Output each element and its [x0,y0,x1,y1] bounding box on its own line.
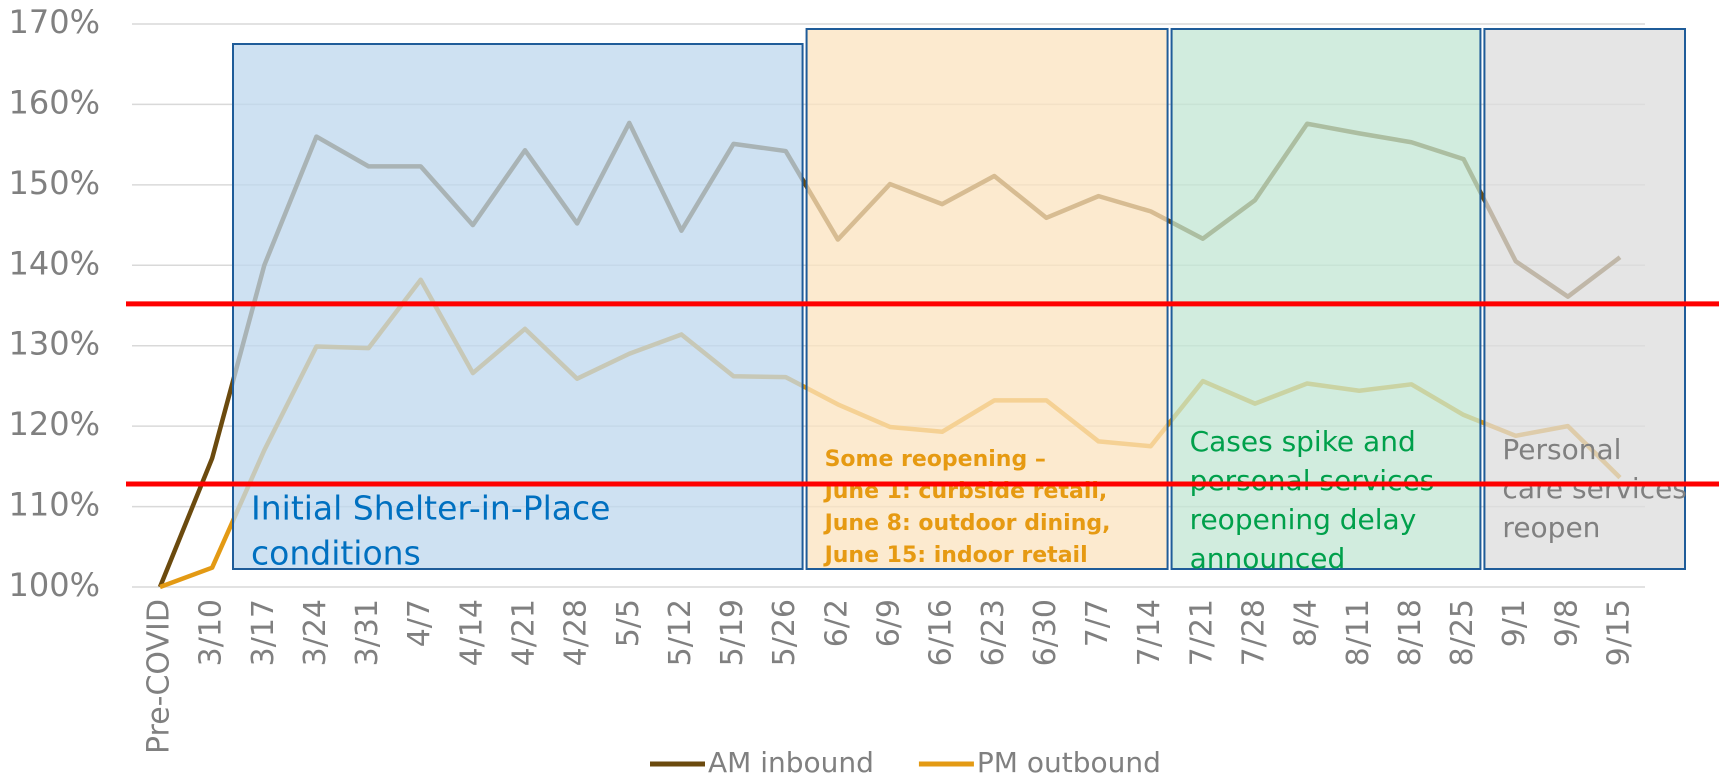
legend-label: PM outbound [977,746,1161,779]
region-label: Some reopening – [825,447,1046,472]
x-tick-label: 8/25 [1445,599,1480,666]
x-tick-label: 7/28 [1237,599,1272,666]
x-tick-label: 5/12 [663,599,698,666]
y-tick-label: 100% [9,566,100,604]
x-tick-label: 6/9 [872,599,907,647]
region-label: conditions [251,534,421,573]
x-tick-label: 4/21 [507,599,542,666]
x-tick-label: 7/14 [1132,599,1167,666]
region-label: June 8: outdoor dining, [823,511,1111,536]
x-tick-label: Pre-COVID [142,599,177,754]
region [805,28,1169,570]
region-label: reopening delay [1190,503,1417,536]
region-label: care services [1502,472,1686,505]
x-tick-label: 9/15 [1602,599,1637,666]
x-tick-label: 9/1 [1497,599,1532,647]
x-tick-label: 5/19 [715,599,750,666]
x-tick-label: 9/8 [1549,599,1584,647]
y-tick-label: 140% [9,244,100,282]
x-tick-label: 4/28 [559,599,594,666]
y-tick-label: 150% [9,164,100,202]
x-tick-label: 6/16 [924,599,959,666]
x-tick-label: 7/21 [1184,599,1219,666]
x-tick-label: 7/7 [1080,599,1115,647]
x-tick-label: 4/14 [454,599,489,666]
x-tick-label: 3/10 [194,599,229,666]
x-tick-label: 5/5 [611,599,646,647]
x-tick-label: 8/4 [1289,599,1324,647]
x-tick-label: 6/2 [819,599,854,647]
y-tick-label: 120% [9,405,100,443]
y-tick-label: 160% [9,83,100,121]
x-tick-label: 3/31 [350,599,385,666]
region-label: Cases spike and [1190,425,1416,458]
x-tick-label: 8/18 [1393,599,1428,666]
region-label: reopen [1502,511,1600,544]
x-tick-label: 3/17 [246,599,281,666]
y-tick-label: 170% [9,3,100,41]
region [232,43,804,570]
x-tick-label: 3/24 [298,599,333,666]
x-tick-label: 5/26 [767,599,802,666]
legend-label: AM inbound [708,746,874,779]
x-tick-label: 6/23 [976,599,1011,666]
x-tick-label: 4/7 [402,599,437,647]
region-label: personal services [1190,464,1435,497]
region-label: Initial Shelter-in-Place [251,489,610,528]
y-tick-label: 110% [9,486,100,524]
region [1483,28,1687,570]
x-tick-label: 8/11 [1341,599,1376,666]
region-label: Personal [1502,433,1621,466]
y-tick-label: 130% [9,325,100,363]
x-tick-label: 6/30 [1028,599,1063,666]
region-label: announced [1190,542,1346,575]
region-label: June 15: indoor retail [823,543,1088,568]
region [1170,28,1482,570]
